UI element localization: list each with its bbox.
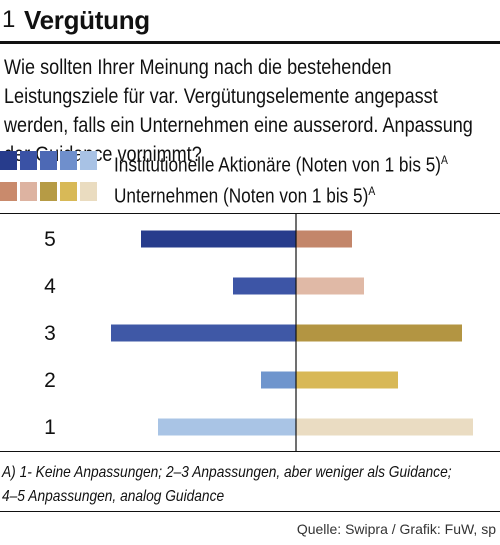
bar-institutional-2	[261, 371, 296, 389]
chart-bottom-divider	[0, 451, 500, 452]
bar-institutional-1	[158, 418, 296, 436]
legend-label-companies: Unternehmen (Noten von 1 bis 5)A	[114, 184, 376, 208]
source-credit: Quelle: Swipra / Grafik: FuW, sp	[296, 521, 496, 537]
legend-swatch	[20, 150, 37, 170]
legend-swatch	[60, 181, 77, 201]
chart-top-divider	[0, 213, 500, 214]
legend-label-institutional: Institutionelle Aktionäre (Noten von 1 b…	[114, 153, 448, 177]
legend-swatches-institutional	[0, 150, 100, 170]
section-number: 1	[2, 6, 16, 33]
bar-companies-2	[296, 371, 398, 389]
legend-swatch	[60, 150, 77, 170]
footer-divider	[0, 511, 500, 512]
legend-swatches-companies	[0, 181, 100, 201]
category-label-4: 4	[44, 275, 56, 298]
legend-swatch	[0, 150, 17, 170]
legend-item-companies: Unternehmen (Noten von 1 bis 5)A	[0, 180, 375, 208]
legend-swatch	[80, 150, 97, 170]
legend-swatch	[80, 181, 97, 201]
footnote: A) 1- Keine Anpassungen; 2–3 Anpassungen…	[2, 464, 452, 505]
bar-companies-5	[296, 230, 352, 248]
category-label-1: 1	[44, 416, 56, 439]
legend-swatch	[40, 150, 57, 170]
page-title: Vergütung	[24, 5, 150, 35]
bar-companies-4	[296, 277, 364, 295]
category-label-3: 3	[44, 322, 56, 345]
question-text: Wie sollten Ihrer Meinung nach die beste…	[4, 56, 473, 166]
legend-swatch	[40, 181, 57, 201]
bar-institutional-3	[111, 324, 296, 342]
bar-institutional-4	[233, 277, 296, 295]
bar-companies-1	[296, 418, 473, 436]
legend-swatch	[20, 181, 37, 201]
legend-item-institutional: Institutionelle Aktionäre (Noten von 1 b…	[0, 149, 448, 177]
bar-institutional-5	[141, 230, 296, 248]
title-divider	[0, 41, 500, 44]
legend-swatch	[0, 181, 17, 201]
bar-companies-3	[296, 324, 462, 342]
category-label-2: 2	[44, 369, 56, 392]
diverging-bar-chart: 5 4 3 2 1	[44, 214, 473, 451]
category-label-5: 5	[44, 228, 56, 251]
